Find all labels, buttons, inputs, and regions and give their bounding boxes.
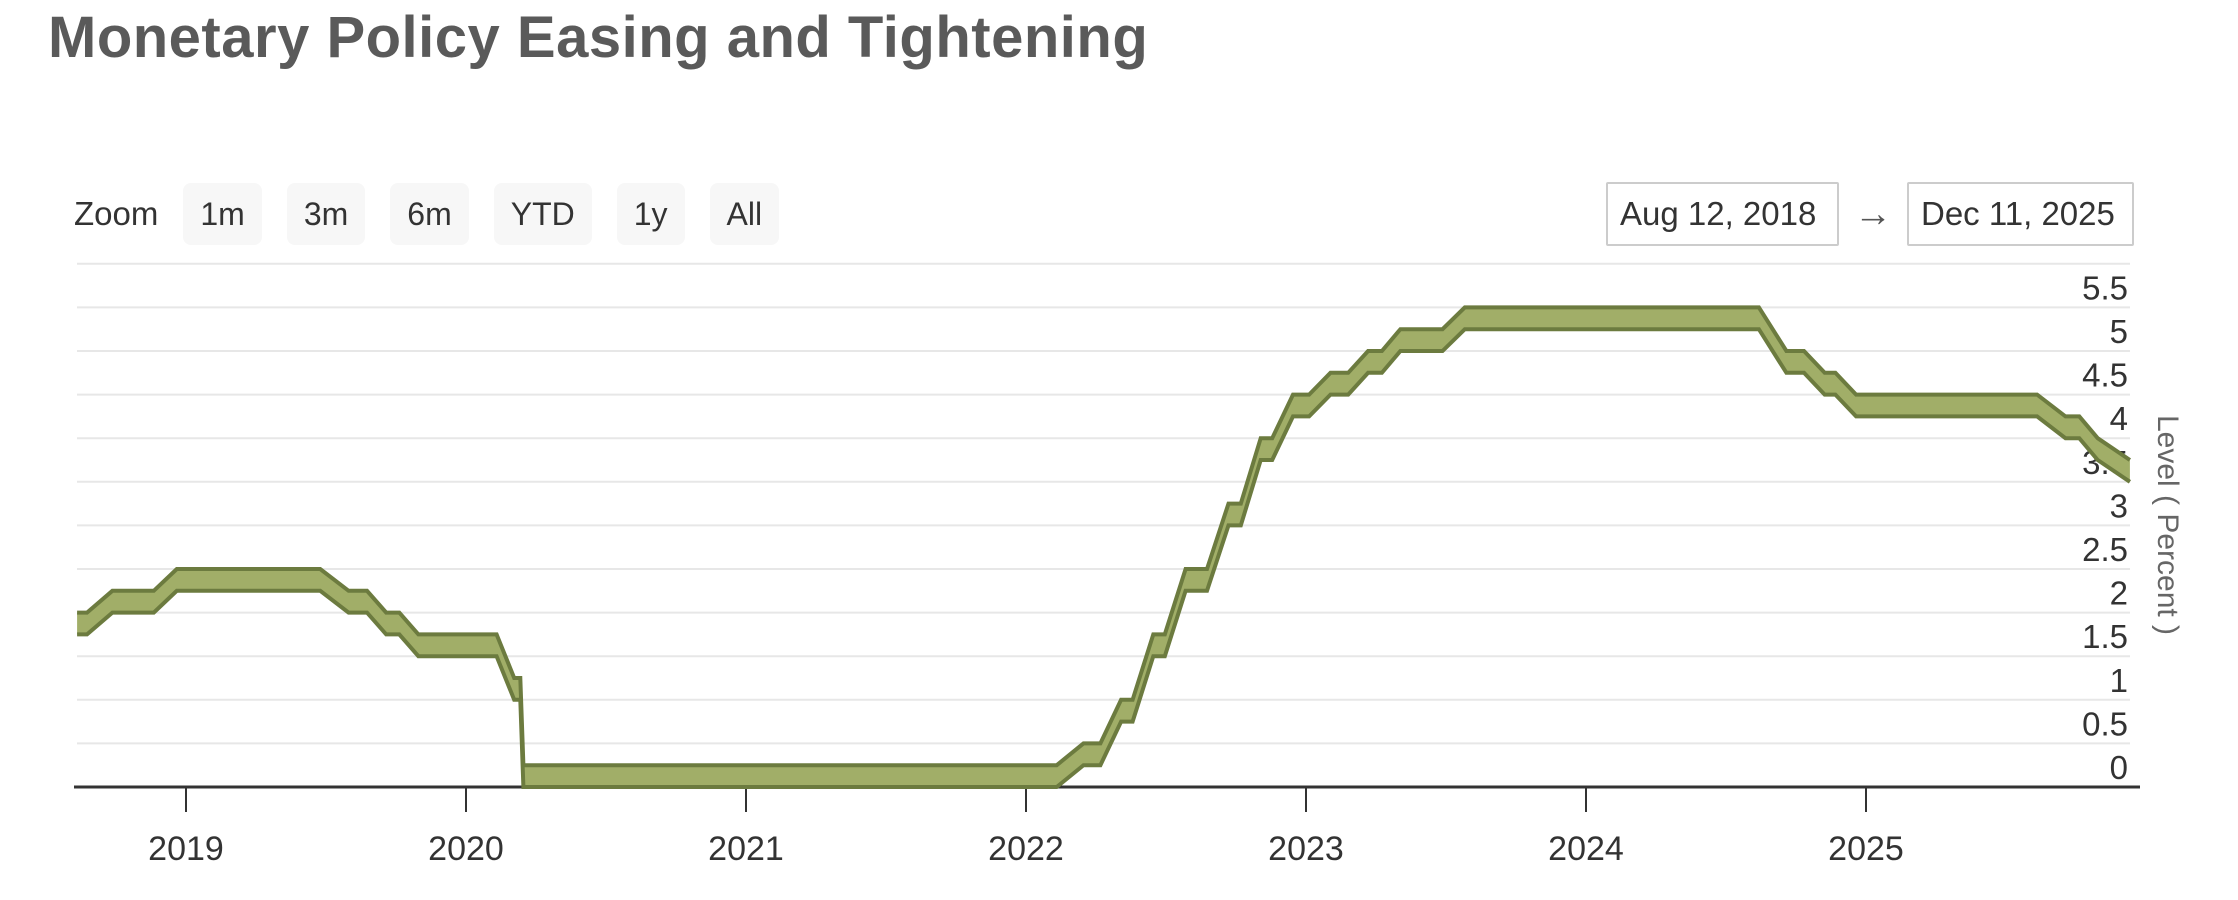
rate-band[interactable] [77,305,2132,789]
date-range: → [1606,181,2134,247]
range-button-all[interactable]: All [709,183,780,245]
range-button-ytd[interactable]: YTD [493,183,592,245]
zoom-label: Zoom [74,195,159,232]
y-tick-label: 1 [2110,662,2128,699]
x-tick-label: 2021 [708,830,784,868]
y-tick-label: 3 [2110,487,2128,524]
x-tick-label: 2025 [1828,830,1904,868]
y-tick-label: 5 [2110,313,2128,350]
grid-lines [77,262,2130,745]
y-tick-label: 4.5 [2082,357,2128,394]
range-buttons: 1m 3m 6m YTD 1y All [183,181,780,247]
y-tick-label: 0 [2110,749,2128,786]
y-tick-label: 0.5 [2082,705,2128,742]
y-tick-label: 1.5 [2082,618,2128,655]
y-tick-label: 2.5 [2082,531,2128,568]
x-axis: 2019 2020 2021 2022 2023 2024 2025 [74,785,2140,868]
x-tick-label: 2020 [428,830,504,868]
range-selector: Zoom 1m 3m 6m YTD 1y All [74,181,780,247]
y-axis-labels: 00.511.522.533.544.555.5 [2082,269,2128,786]
x-tick-label: 2024 [1548,830,1624,868]
x-tick-label: 2022 [988,830,1064,868]
y-tick-label: 2 [2110,575,2128,612]
band-fill[interactable] [77,307,2130,787]
range-button-1m[interactable]: 1m [183,183,262,245]
page-title: Monetary Policy Easing and Tightening [48,5,1149,70]
arrow-right-icon: → [1854,193,1892,235]
range-button-3m[interactable]: 3m [286,183,366,245]
date-from-input[interactable] [1606,182,1839,246]
range-button-6m[interactable]: 6m [390,183,469,245]
band-lower-edge [77,327,2132,789]
range-button-1y[interactable]: 1y [616,183,685,245]
x-tick-label: 2019 [148,830,224,868]
y-axis-title: Level ( Percent ) [2151,415,2184,635]
y-tick-label: 4 [2110,400,2128,437]
date-to-input[interactable] [1907,182,2134,246]
band-upper-edge [77,305,2132,768]
y-tick-label: 5.5 [2082,269,2128,306]
x-tick-label: 2023 [1268,830,1344,868]
